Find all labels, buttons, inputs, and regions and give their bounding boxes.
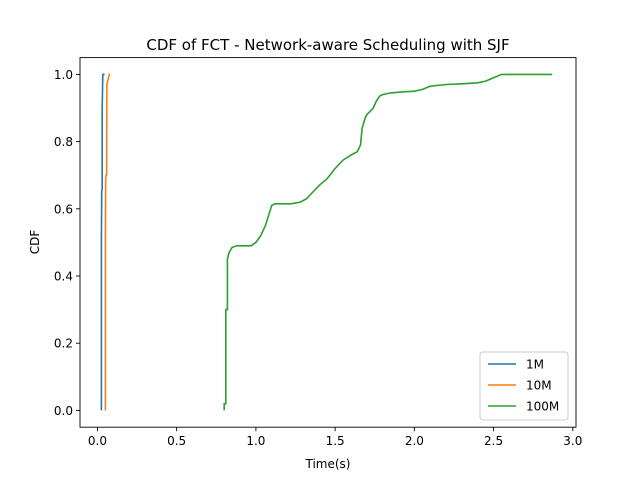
- y-tick-label: 0.8: [54, 135, 73, 149]
- legend-label-1m: 1M: [526, 358, 544, 372]
- x-tick-label: 0.0: [88, 434, 107, 448]
- series-line-100m: [223, 73, 553, 411]
- y-axis: 0.0 0.2 0.4 0.6 0.8 1.0: [54, 68, 80, 418]
- legend-items: 1M 10M 100M: [488, 358, 559, 414]
- y-tick-label: 0.2: [54, 337, 73, 351]
- series-line-1m: [100, 73, 105, 411]
- plot-frame: [79, 57, 577, 428]
- x-tick-label: 0.5: [167, 434, 186, 448]
- x-tick-label: 3.0: [563, 434, 582, 448]
- x-axis: 0.0 0.5 1.0 1.5 2.0 2.5 3.0: [88, 427, 582, 448]
- y-axis-label: CDF: [28, 230, 42, 255]
- plot-lines: [100, 73, 553, 411]
- legend: 1M 10M 100M: [479, 351, 569, 421]
- legend-label-100m: 100M: [526, 400, 559, 414]
- x-tick-label: 2.0: [405, 434, 424, 448]
- x-tick-label: 1.0: [246, 434, 265, 448]
- chart-title: CDF of FCT - Network-aware Scheduling wi…: [146, 36, 509, 54]
- x-tick-label: 1.5: [326, 434, 345, 448]
- legend-box: [479, 351, 569, 421]
- legend-label-10m: 10M: [526, 379, 552, 393]
- y-tick-label: 0.6: [54, 202, 73, 216]
- y-tick-label: 0.4: [54, 270, 73, 284]
- y-tick-label: 1.0: [54, 68, 73, 82]
- series-line-10m: [104, 73, 111, 411]
- x-tick-label: 2.5: [484, 434, 503, 448]
- y-tick-label: 0.0: [54, 404, 73, 418]
- x-axis-label: Time(s): [305, 457, 351, 471]
